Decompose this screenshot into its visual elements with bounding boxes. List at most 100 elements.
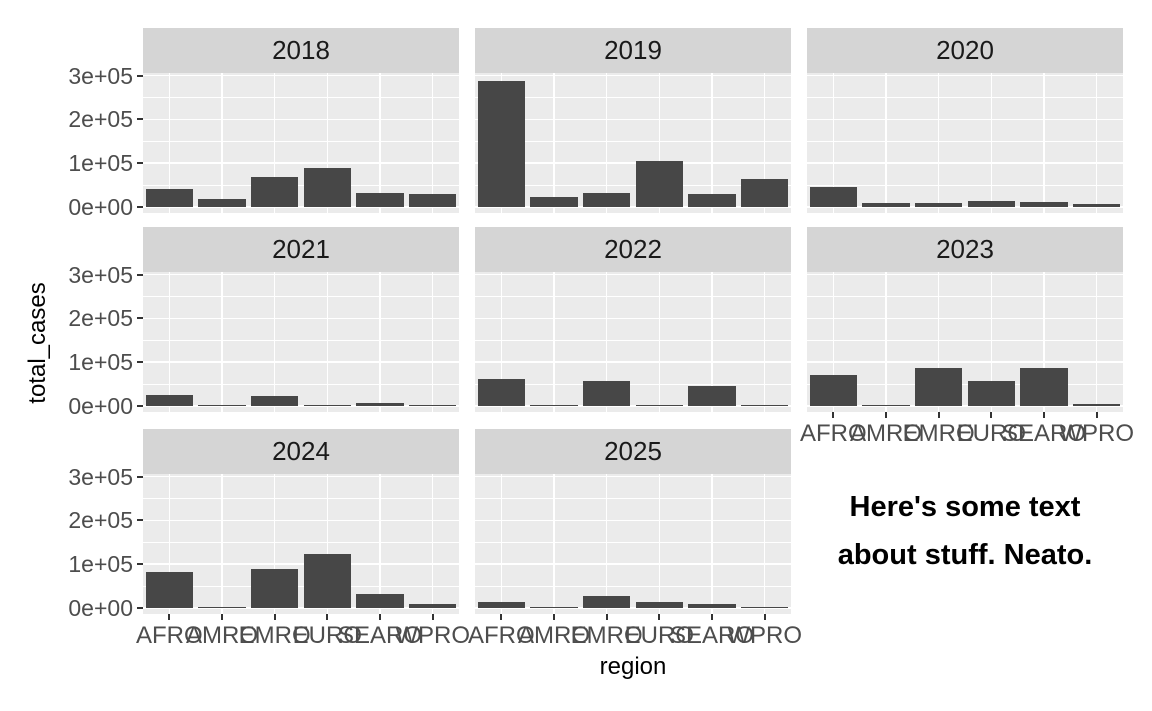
x-tick-mark — [832, 412, 835, 418]
bar — [530, 197, 578, 207]
gridline-major-y — [475, 118, 791, 121]
gridline-major-x — [990, 272, 993, 412]
gridline-major-x — [500, 474, 503, 614]
gridline-major-x — [1095, 272, 1098, 412]
bar — [740, 404, 789, 406]
y-tick-label: 3e+05 — [68, 62, 133, 89]
facet-strip-label: 2024 — [272, 436, 330, 466]
y-tick-mark — [137, 205, 143, 208]
bar — [145, 188, 194, 207]
gridline-major-y — [475, 317, 791, 320]
bar — [250, 568, 299, 608]
x-tick-label: SEARO — [669, 622, 755, 649]
facet-strip: 2020 — [807, 28, 1123, 73]
bar — [408, 404, 457, 406]
gridline-major-x — [763, 272, 766, 412]
gridline-major-x — [763, 73, 766, 213]
facet-strip: 2018 — [143, 28, 459, 73]
bar — [688, 385, 736, 406]
gridline-major-x — [605, 73, 608, 213]
facet-strip-label: 2022 — [604, 234, 662, 264]
y-tick-label: 2e+05 — [68, 507, 133, 534]
x-tick-mark — [431, 614, 434, 620]
y-tick-label: 3e+05 — [68, 463, 133, 490]
gridline-minor-y — [143, 184, 459, 186]
gridline-major-y — [143, 475, 459, 478]
bar — [198, 606, 246, 608]
gridline-minor-y — [143, 97, 459, 98]
gridline-major-x — [168, 73, 171, 213]
gridline-minor-y — [143, 541, 459, 543]
gridline-major-x — [658, 272, 661, 412]
gridline-major-x — [168, 272, 171, 412]
x-tick-label: AFRO — [799, 420, 867, 447]
gridline-major-x — [658, 73, 661, 213]
gridline-major-y — [475, 206, 791, 208]
gridline-major-x — [553, 474, 555, 614]
x-tick-mark — [379, 614, 381, 620]
gridline-major-y — [475, 74, 791, 77]
annotation-line-1: Here's some text — [849, 491, 1081, 523]
x-tick-label: AFRO — [135, 622, 203, 649]
bar — [635, 161, 684, 207]
bar — [740, 179, 789, 207]
x-tick-label: AFRO — [467, 622, 535, 649]
x-tick-mark — [605, 614, 608, 620]
gridline-major-x — [168, 474, 171, 614]
bar — [1072, 203, 1121, 207]
gridline-major-x — [326, 73, 329, 213]
gridline-minor-y — [475, 140, 791, 142]
gridline-major-x — [379, 474, 381, 614]
gridline-major-x — [1095, 73, 1098, 213]
gridline-major-x — [937, 272, 940, 412]
gridline-major-y — [807, 74, 1123, 77]
gridline-major-y — [475, 519, 791, 522]
bar — [477, 378, 526, 406]
gridline-minor-y — [143, 140, 459, 142]
x-tick-label: AMRO — [850, 420, 922, 447]
gridline-major-x — [500, 272, 503, 412]
x-tick-label: EURO — [956, 420, 1026, 447]
y-tick-mark — [137, 519, 143, 522]
gridline-minor-y — [143, 585, 459, 587]
y-tick-label: 2e+05 — [68, 305, 133, 332]
gridline-major-x — [658, 474, 661, 614]
bar — [356, 192, 404, 207]
gridline-major-y — [807, 118, 1123, 121]
x-tick-mark — [553, 614, 555, 620]
bar — [1020, 367, 1068, 406]
x-tick-mark — [990, 412, 993, 418]
gridline-major-y — [143, 118, 459, 121]
x-tick-mark — [885, 412, 887, 418]
bar — [356, 402, 404, 406]
gridline-major-x — [431, 272, 434, 412]
x-tick-label: AMRO — [518, 622, 590, 649]
gridline-major-y — [807, 405, 1123, 407]
facet-panel — [143, 272, 459, 412]
gridline-major-x — [326, 474, 329, 614]
gridline-major-x — [937, 73, 940, 213]
gridline-major-x — [273, 474, 276, 614]
facet-strip: 2021 — [143, 227, 459, 272]
gridline-minor-y — [807, 184, 1123, 186]
x-tick-label: WPRO — [1059, 420, 1134, 447]
x-tick-label: EMRO — [902, 420, 975, 447]
gridline-major-x — [221, 474, 223, 614]
bar — [250, 395, 299, 406]
y-tick-mark — [137, 404, 143, 407]
facet-panel — [807, 73, 1123, 213]
facet-panel — [475, 272, 791, 412]
bar — [250, 177, 299, 207]
y-tick-label: 1e+05 — [68, 150, 133, 177]
y-tick-mark — [137, 317, 143, 320]
gridline-major-y — [143, 405, 459, 407]
bar — [145, 572, 194, 608]
facet-strip: 2023 — [807, 227, 1123, 272]
facet-strip-label: 2020 — [936, 35, 994, 65]
y-tick-mark — [137, 361, 143, 364]
bar — [582, 596, 631, 608]
bar — [1020, 201, 1068, 207]
gridline-major-x — [326, 272, 329, 412]
gridline-major-x — [221, 73, 223, 213]
